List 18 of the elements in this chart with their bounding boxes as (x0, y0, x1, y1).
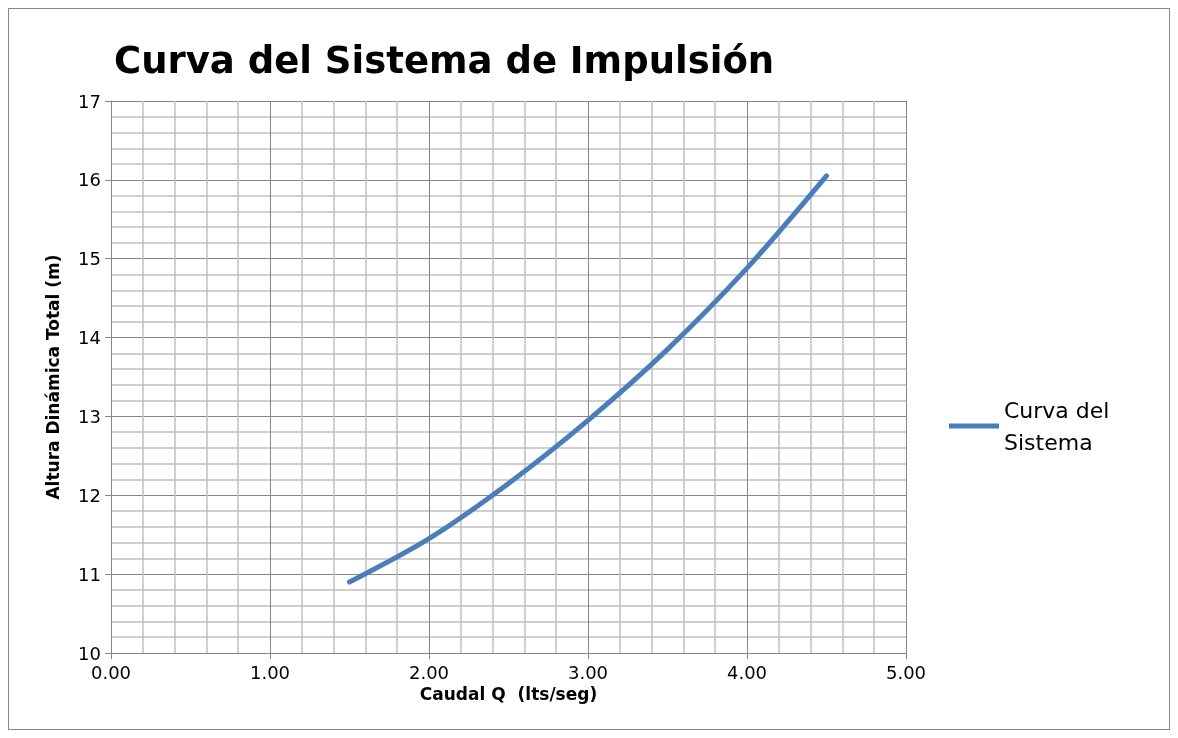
y-axis-title: Altura Dinámica Total (m) (42, 254, 63, 500)
y-tick-label: 11 (78, 563, 101, 585)
y-tick-label: 17 (78, 90, 101, 112)
y-tick-label: 15 (78, 248, 101, 270)
x-tick-label: 3.00 (567, 661, 609, 683)
legend-label: Curva del Sistema (1004, 397, 1117, 455)
x-tick-label: 1.00 (249, 661, 291, 683)
x-tick-label: 5.00 (885, 661, 927, 683)
y-tick-label: 10 (78, 642, 101, 664)
y-tick-label: 16 (78, 169, 101, 191)
x-tick-label: 2.00 (408, 661, 450, 683)
chart-title: Curva del Sistema de Impulsión (114, 39, 775, 82)
y-tick-label: 12 (78, 484, 101, 506)
x-axis-title: Caudal Q (lts/seg) (419, 684, 598, 705)
y-tick-label: 13 (78, 405, 101, 427)
x-tick-label: 0.00 (90, 661, 132, 683)
y-tick-label: 14 (78, 327, 101, 349)
x-tick-label: 4.00 (726, 661, 768, 683)
